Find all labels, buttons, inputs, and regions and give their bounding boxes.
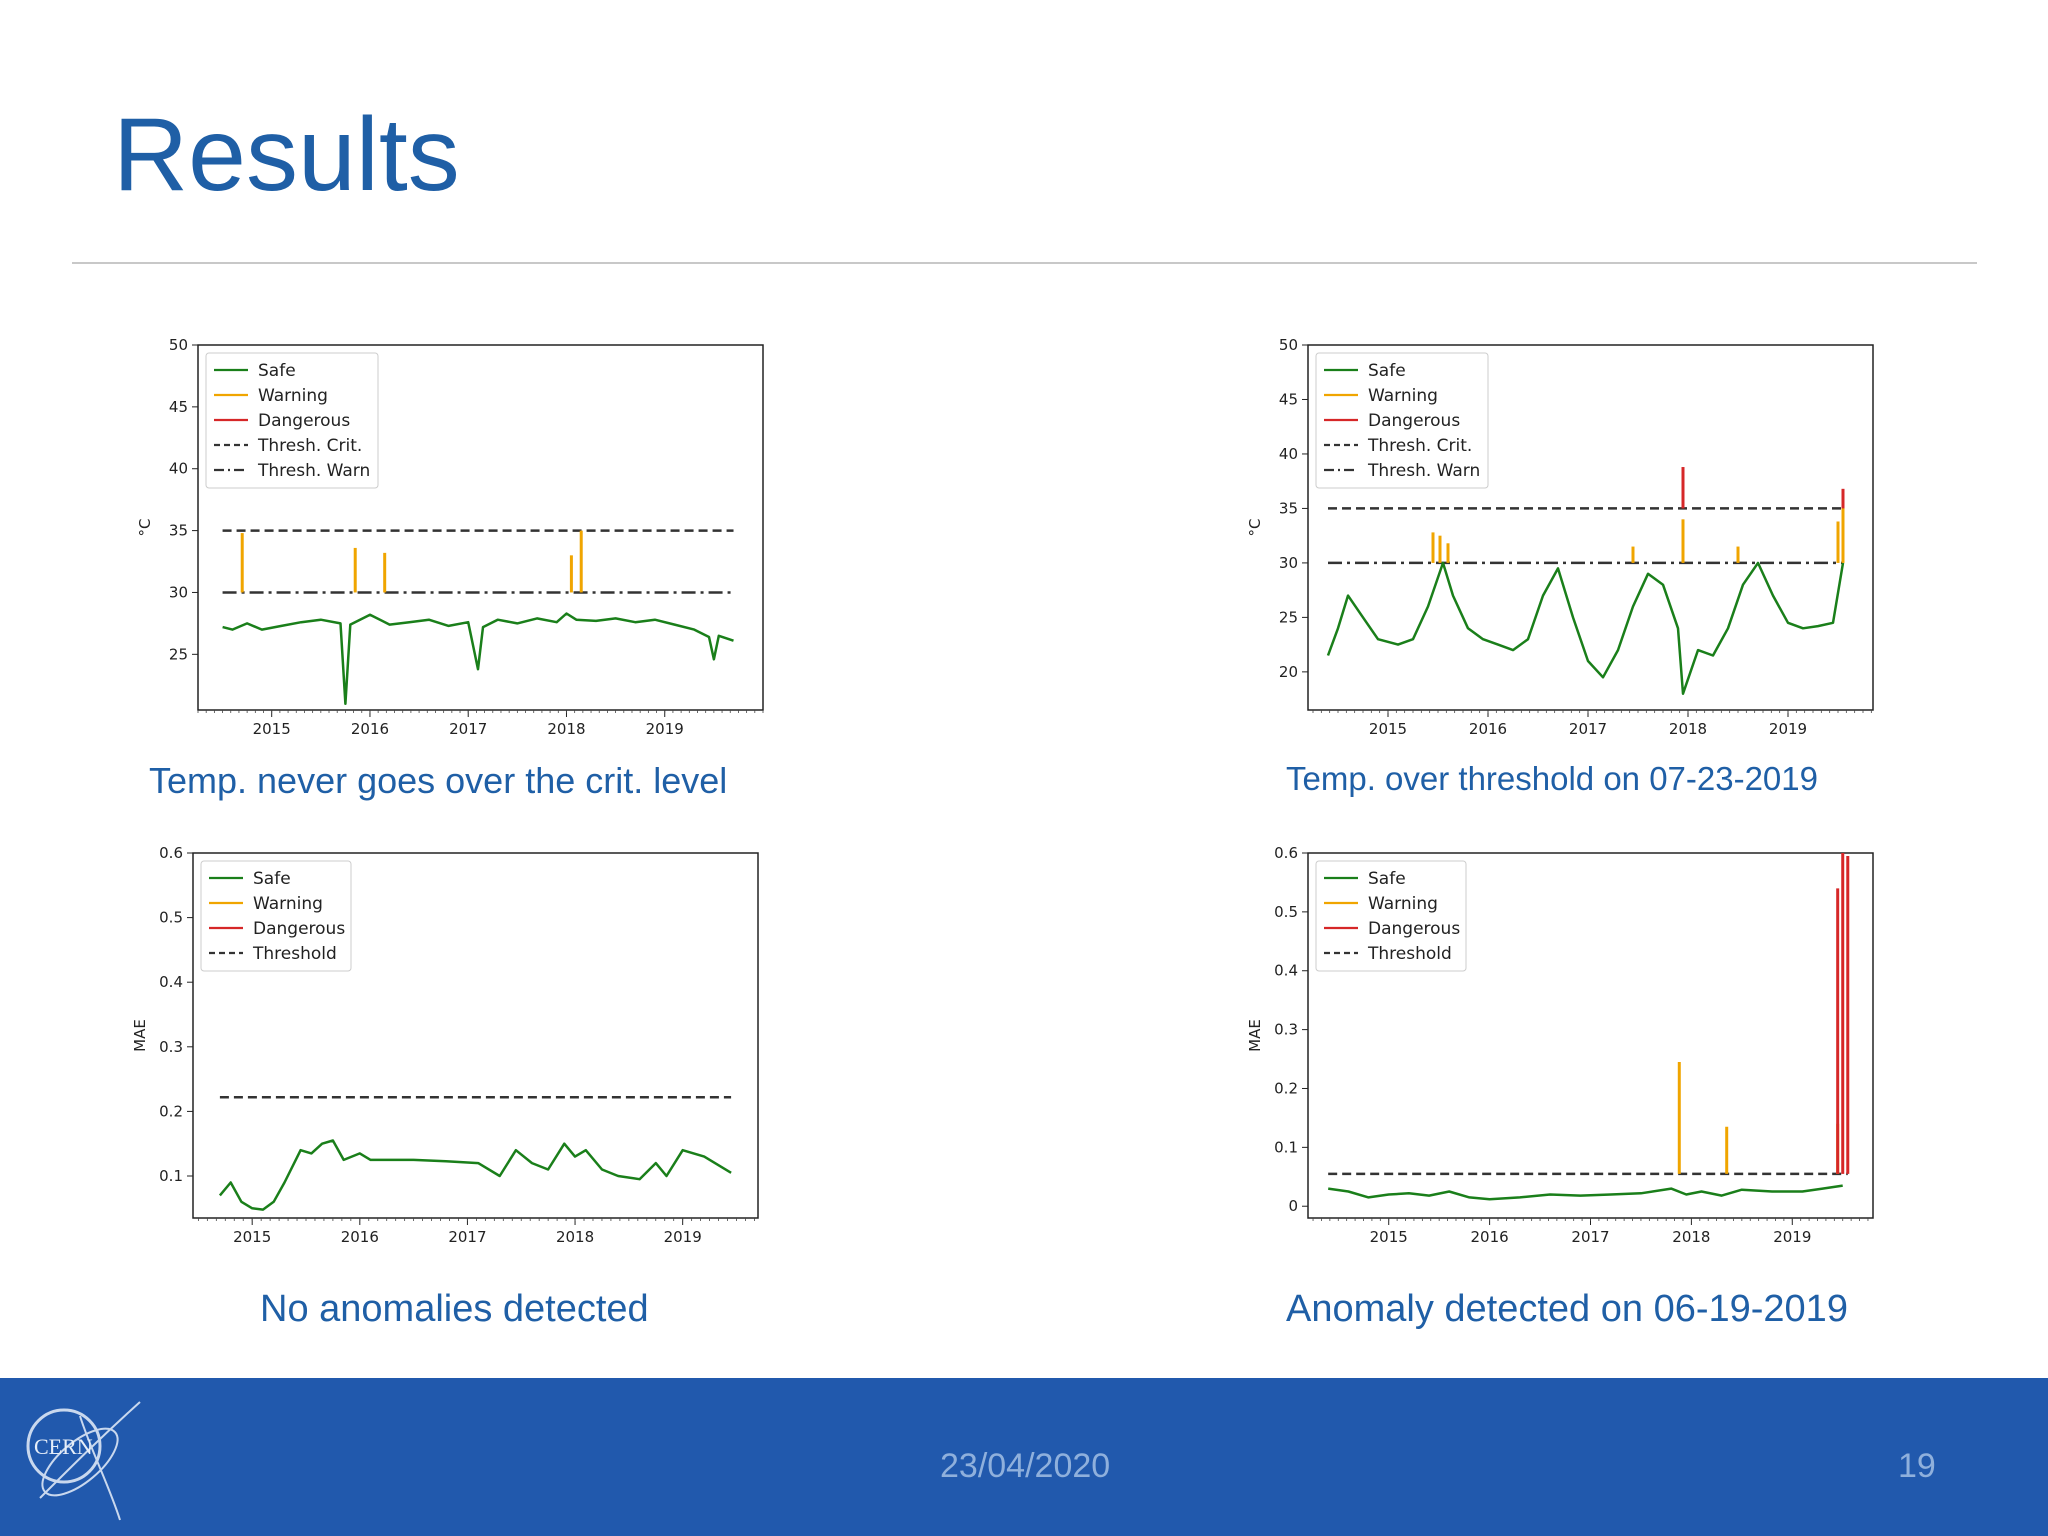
legend-label: Threshold <box>1367 944 1452 964</box>
x-tick-label: 2015 <box>233 1228 271 1246</box>
y-tick-label: 45 <box>169 398 188 416</box>
legend-label: Warning <box>1368 894 1438 914</box>
y-tick-label: 0.1 <box>1274 1138 1298 1156</box>
chart-mae-no-anomaly: 0.1 0.2 0.3 0.4 0.5 0.6 2015 2016 2017 2018 2019 MA… <box>125 838 785 1258</box>
y-tick-label: 50 <box>169 336 188 354</box>
x-tick-label: 2018 <box>556 1228 594 1246</box>
y-tick-label: 35 <box>1279 499 1298 517</box>
chart-mae-anomaly: 0 0.1 0.2 0.3 0.4 0.5 0.6 2015 2016 2017 2018 2019 M… <box>1240 838 1900 1258</box>
x-tick-label: 2018 <box>1669 720 1707 738</box>
cern-logo-icon: CERN <box>26 1401 141 1521</box>
x-tick-label: 2018 <box>547 720 585 738</box>
y-tick-label: 0.1 <box>159 1167 183 1185</box>
y-axis-label: °C <box>1246 519 1264 537</box>
legend-label: Thresh. Crit. <box>1367 436 1472 456</box>
y-tick-label: 0.2 <box>1274 1079 1298 1097</box>
x-tick-label: 2015 <box>1370 1228 1408 1246</box>
x-tick-label: 2019 <box>646 720 684 738</box>
y-tick-label: 0.5 <box>159 909 183 927</box>
legend-label: Warning <box>258 386 328 406</box>
x-tick-label: 2019 <box>1773 1228 1811 1246</box>
x-tick-label: 2018 <box>1672 1228 1710 1246</box>
legend-label: Dangerous <box>253 919 345 939</box>
y-tick-label: 40 <box>1279 445 1298 463</box>
footer-bar <box>0 1378 2048 1536</box>
legend-box <box>1315 860 1467 972</box>
x-tick-label: 2015 <box>1369 720 1407 738</box>
legend-box <box>205 352 379 489</box>
caption-chart-1: Temp. never goes over the crit. level <box>149 760 728 801</box>
series-safe-line <box>222 612 734 706</box>
x-tick-label: 2017 <box>1569 720 1607 738</box>
legend-label: Warning <box>253 894 323 914</box>
y-tick-label: 20 <box>1279 663 1298 681</box>
series-safe-line <box>1328 1184 1843 1201</box>
legend-label: Safe <box>1368 869 1406 889</box>
y-axis-label: MAE <box>1246 1019 1264 1052</box>
x-tick-label: 2019 <box>664 1228 702 1246</box>
x-tick-label: 2016 <box>1471 1228 1509 1246</box>
y-tick-label: 0.5 <box>1274 903 1298 921</box>
chart-temperature-threshold: 20 25 30 35 40 45 50 2015 2016 2017 2018 2019 °C Safe… <box>1240 330 1900 750</box>
legend-label: Safe <box>1368 361 1406 381</box>
cern-logo-text: CERN <box>34 1434 93 1459</box>
legend-label: Thresh. Warn <box>257 461 370 481</box>
x-tick-label: 2017 <box>1571 1228 1609 1246</box>
y-tick-label: 35 <box>169 522 188 540</box>
footer-date: 23/04/2020 <box>940 1447 1111 1485</box>
legend-label: Dangerous <box>1368 411 1460 431</box>
chart-svg-0: 25 30 35 40 45 50 2015 2016 2017 2018 2019 °C Safe Wa… <box>136 336 764 738</box>
series-safe-line <box>1326 561 1845 695</box>
legend-box <box>200 860 352 972</box>
legend-label: Dangerous <box>1368 919 1460 939</box>
x-tick-label: 2015 <box>253 720 291 738</box>
legend-label: Safe <box>253 869 291 889</box>
chart-svg-2: 0.1 0.2 0.3 0.4 0.5 0.6 2015 2016 2017 2018 2019 MA… <box>131 844 759 1246</box>
x-tick-label: 2019 <box>1769 720 1807 738</box>
y-tick-label: 0.2 <box>159 1102 183 1120</box>
chart-svg-1: 20 25 30 35 40 45 50 2015 2016 2017 2018 2019 °C Safe… <box>1246 336 1874 738</box>
x-tick-label: 2016 <box>1469 720 1507 738</box>
slide-title: Results <box>113 97 460 213</box>
y-tick-label: 0.6 <box>1274 844 1298 862</box>
caption-chart-3: No anomalies detected <box>260 1288 649 1330</box>
y-tick-label: 0 <box>1288 1197 1298 1215</box>
y-tick-label: 25 <box>169 645 188 663</box>
legend-label: Dangerous <box>258 411 350 431</box>
y-tick-label: 40 <box>169 460 188 478</box>
legend-label: Thresh. Crit. <box>257 436 362 456</box>
y-tick-label: 50 <box>1279 336 1298 354</box>
x-tick-label: 2017 <box>448 1228 486 1246</box>
y-tick-label: 0.4 <box>1274 962 1298 980</box>
y-tick-label: 0.3 <box>1274 1021 1298 1039</box>
y-tick-label: 45 <box>1279 390 1298 408</box>
legend-label: Warning <box>1368 386 1438 406</box>
page-number: 19 <box>1898 1447 1936 1485</box>
y-tick-label: 25 <box>1279 608 1298 626</box>
chart-svg-3: 0 0.1 0.2 0.3 0.4 0.5 0.6 2015 2016 2017 2018 2019 M… <box>1246 844 1874 1246</box>
legend-label: Safe <box>258 361 296 381</box>
caption-chart-2: Temp. over threshold on 07-23-2019 <box>1286 760 1818 797</box>
legend-label: Thresh. Warn <box>1367 461 1480 481</box>
chart-temperature-safe: 25 30 35 40 45 50 2015 2016 2017 2018 2019 °C Safe Wa… <box>130 330 790 750</box>
y-tick-label: 30 <box>169 583 188 601</box>
x-tick-label: 2016 <box>341 1228 379 1246</box>
y-tick-label: 30 <box>1279 554 1298 572</box>
title-divider <box>72 262 1977 264</box>
y-tick-label: 0.3 <box>159 1038 183 1056</box>
x-tick-label: 2017 <box>449 720 487 738</box>
x-tick-label: 2016 <box>351 720 389 738</box>
caption-chart-4: Anomaly detected on 06-19-2019 <box>1286 1288 1848 1330</box>
legend-label: Threshold <box>252 944 337 964</box>
y-axis-label: MAE <box>131 1019 149 1052</box>
y-tick-label: 0.6 <box>159 844 183 862</box>
y-tick-label: 0.4 <box>159 973 183 991</box>
series-safe-line <box>218 1139 732 1211</box>
legend-box <box>1315 352 1489 489</box>
y-axis-label: °C <box>136 519 154 537</box>
